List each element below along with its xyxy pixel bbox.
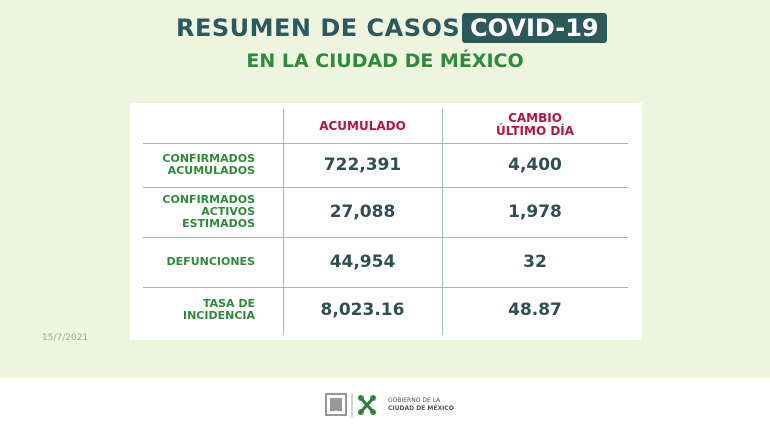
logo-text: GOBIERNO DE LA CIUDAD DE MÉXICO xyxy=(388,397,454,413)
table: ACUMULADO CAMBIO ÚLTIMO DÍA CONFIRMADOS AC… xyxy=(130,103,642,340)
date: 15/7/2021 xyxy=(42,333,89,343)
logos xyxy=(325,393,377,417)
text: INCIDENCIA xyxy=(183,309,255,322)
cell: 48.87 xyxy=(508,300,562,320)
cell: 1,978 xyxy=(508,202,562,222)
row-label: CONFIRMADOS ACUMULADOS xyxy=(140,143,255,187)
text: ACTIVOS xyxy=(201,205,255,218)
text: CIUDAD DE MÉXICO xyxy=(388,405,454,412)
text: CONFIRMADOS xyxy=(162,152,255,165)
cell: 722,391 xyxy=(323,155,402,175)
row-label: DEFUNCIONES xyxy=(140,237,255,287)
text: DEFUNCIONES xyxy=(166,255,255,268)
column-header: CAMBIO ÚLTIMO DÍA xyxy=(442,112,628,138)
title: RESUMEN DE CASOS xyxy=(176,14,461,42)
row-label: CONFIRMADOS ACTIVOS ESTIMADOS xyxy=(140,187,255,237)
cell: 27,088 xyxy=(329,202,396,222)
divider xyxy=(143,237,628,238)
cell: 44,954 xyxy=(329,252,396,272)
divider xyxy=(143,143,628,144)
divider xyxy=(143,287,628,288)
cell: 8,023.16 xyxy=(320,300,405,320)
row-label: TASA DE INCIDENCIA xyxy=(140,287,255,333)
text: ÚLTIMO DÍA xyxy=(495,124,575,138)
cell: 4,400 xyxy=(508,155,562,175)
column-header: ACUMULADO xyxy=(283,120,442,133)
divider xyxy=(283,109,284,335)
divider xyxy=(143,187,628,188)
subtitle: EN LA CIUDAD DE MÉXICO xyxy=(246,50,524,72)
text: CONFIRMADOS xyxy=(162,193,255,206)
text: TASA DE xyxy=(202,297,255,310)
cell: 32 xyxy=(523,252,547,272)
text: ACUMULADO xyxy=(319,119,406,133)
text: CAMBIO xyxy=(508,111,562,125)
text: GOBIERNO DE LA xyxy=(388,397,441,404)
badge: COVID-19 xyxy=(462,13,607,43)
text: ESTIMADOS xyxy=(182,217,255,230)
divider xyxy=(442,109,443,335)
text: ACUMULADOS xyxy=(167,164,255,177)
